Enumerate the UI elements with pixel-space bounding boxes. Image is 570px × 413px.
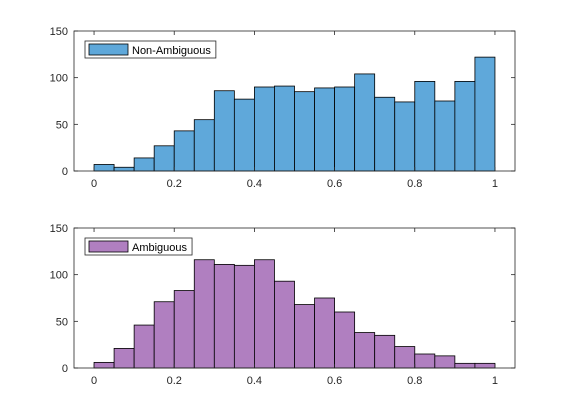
legend: Non-Ambiguous <box>84 40 217 59</box>
histogram-bar <box>173 290 195 369</box>
histogram-bar <box>394 346 416 369</box>
histogram-bar <box>374 96 396 172</box>
y-tick-label: 150 <box>50 26 68 38</box>
histogram-bar <box>93 164 115 172</box>
y-tick-label: 150 <box>50 223 68 235</box>
legend: Ambiguous <box>84 237 193 256</box>
histogram-bar <box>274 85 295 172</box>
axes-box <box>73 30 516 172</box>
x-tick-label: 0.6 <box>327 178 342 190</box>
histogram-bar <box>254 259 275 369</box>
histogram-bar <box>334 311 356 369</box>
histogram-bar <box>213 263 235 369</box>
axes-box <box>73 227 516 369</box>
histogram-bar <box>213 90 235 172</box>
histogram-bar <box>254 86 275 172</box>
histogram-bar <box>414 353 436 369</box>
x-tick-label: 0.2 <box>167 375 182 387</box>
histogram-bar <box>334 86 356 172</box>
y-tick-label: 50 <box>56 119 68 131</box>
x-tick-label: 0.2 <box>167 178 182 190</box>
histogram-bar <box>394 101 416 172</box>
x-tick-label: 0 <box>91 375 97 387</box>
legend-label: Ambiguous <box>132 242 188 254</box>
y-tick-label: 100 <box>50 270 68 282</box>
x-tick-label: 0.4 <box>247 178 262 190</box>
histogram-bar <box>374 334 396 369</box>
histogram-bar <box>193 119 215 172</box>
histogram-bar <box>113 347 135 369</box>
x-tick-label: 0.6 <box>327 375 342 387</box>
histogram-bar <box>454 81 476 172</box>
histogram-bar <box>454 362 476 369</box>
x-tick-label: 0.8 <box>407 178 422 190</box>
histogram-bar <box>193 259 215 369</box>
histogram-bar <box>314 87 335 172</box>
legend-swatch <box>88 240 129 253</box>
y-tick-label: 50 <box>56 316 68 328</box>
histogram-bar <box>153 145 175 172</box>
histogram-bar <box>474 56 496 172</box>
histogram-bar <box>133 157 155 172</box>
histogram-bar <box>434 100 456 172</box>
x-tick-label: 1 <box>492 375 498 387</box>
histogram-panel-ambiguous: 0 0.2 0.4 0.6 0.8 1 0 50 100 150 Ambiguous <box>50 223 516 387</box>
histogram-bar <box>93 361 115 369</box>
histogram-bar <box>233 98 255 172</box>
histogram-bar <box>294 304 315 369</box>
histogram-bar <box>354 332 376 369</box>
histogram-bar <box>173 130 195 172</box>
histogram-bar <box>153 301 175 369</box>
y-tick-label: 100 <box>50 73 68 85</box>
histogram-panel-non-ambiguous: 0 0.2 0.4 0.6 0.8 1 0 50 100 150 Non-Ambiguous <box>50 26 516 190</box>
x-tick-label: 0 <box>91 178 97 190</box>
histogram-bar <box>274 280 295 369</box>
legend-label: Non-Ambiguous <box>132 45 211 57</box>
x-tick-label: 0.8 <box>407 375 422 387</box>
histogram-bar <box>314 297 335 369</box>
histogram-bar <box>113 166 135 172</box>
histogram-bar <box>133 324 155 369</box>
y-tick-label: 0 <box>62 166 68 178</box>
legend-swatch <box>88 43 129 56</box>
histogram-bar <box>294 91 315 172</box>
histogram-bar <box>434 355 456 369</box>
x-tick-label: 1 <box>492 178 498 190</box>
histogram-bar <box>474 362 496 369</box>
y-tick-label: 0 <box>62 363 68 375</box>
histogram-bar <box>233 264 255 369</box>
x-tick-label: 0.4 <box>247 375 262 387</box>
histogram-bar <box>354 73 376 172</box>
histogram-bar <box>414 81 436 172</box>
